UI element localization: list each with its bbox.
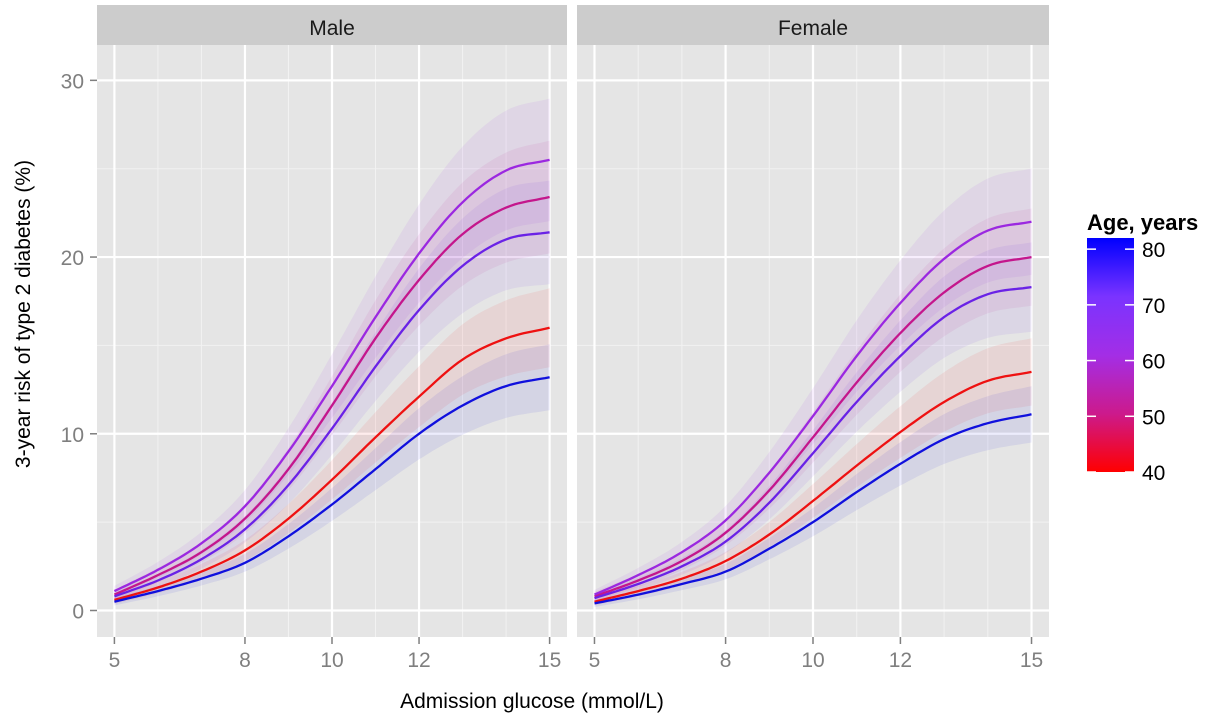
y-tick-label: 30 [61,70,84,93]
y-axis-title: 3-year risk of type 2 diabetes (%) [12,160,35,468]
series-line-age-40 [114,326,550,602]
panel-male: Male [97,5,567,637]
confidence-band-age-80 [114,344,550,606]
grid [577,45,1049,637]
panel-female: Female [577,5,1049,637]
confidence-band-age-50 [594,208,1032,601]
series-lines [113,158,550,603]
series-line-age-70 [594,285,1032,600]
series-line-age-60 [594,220,1032,596]
x-tick-label: 15 [1020,649,1043,672]
x-tick-label: 15 [538,649,561,672]
legend-tick-label: 60 [1142,351,1165,374]
x-tick-label: 10 [320,649,343,672]
legend: Age, years 80 70 60 50 40 [1087,210,1198,485]
series-lines [594,220,1032,605]
y-tick-label: 20 [61,247,84,270]
facet-strip-label: Female [778,17,848,40]
confidence-band-age-80 [594,386,1032,607]
series-line-age-80 [594,413,1032,605]
y-tick-label: 0 [72,600,84,623]
confidence-bands [594,168,1032,607]
series-line-age-60 [113,158,550,593]
series-line-age-40 [594,370,1032,603]
series-line-age-70 [114,231,550,598]
legend-color-bar [1087,238,1134,472]
confidence-band-age-40 [594,338,1032,606]
x-tick-label: 5 [109,649,121,672]
grid [97,45,567,637]
legend-tick-label: 80 [1142,239,1165,262]
legend-tick-label: 40 [1142,462,1165,485]
x-tick-label: 5 [589,649,601,672]
facet-strip [97,5,567,45]
legend-tick-label: 50 [1142,406,1165,429]
series-line-age-80 [114,376,550,603]
y-tick-label: 10 [61,424,84,447]
x-tick-label: 12 [889,649,912,672]
series-line-age-50 [113,195,550,596]
facet-strip [577,5,1049,45]
confidence-band-age-40 [114,288,550,604]
facet-strip-label: Male [309,17,355,40]
confidence-band-age-60 [594,168,1032,600]
x-tick-label: 8 [239,649,251,672]
series-line-age-50 [594,255,1032,598]
legend-title: Age, years [1087,210,1198,235]
x-tick-label: 12 [407,649,430,672]
legend-tick-label: 70 [1142,295,1165,318]
confidence-band-age-70 [594,242,1032,603]
x-tick-label: 8 [720,649,732,672]
x-axis-title: Admission glucose (mmol/L) [400,690,664,713]
x-tick-label: 10 [801,649,824,672]
confidence-band-age-60 [114,98,550,597]
